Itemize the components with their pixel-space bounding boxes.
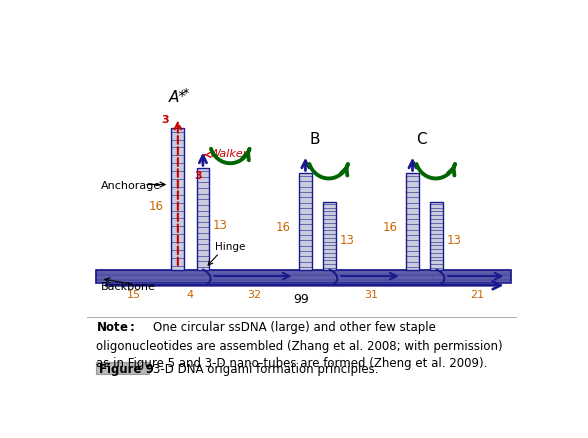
Text: 4: 4 (187, 289, 194, 299)
Text: $\mathbf{Note:}$: $\mathbf{Note:}$ (96, 321, 136, 334)
Text: 13: 13 (340, 233, 355, 246)
Text: 15: 15 (127, 289, 141, 299)
Bar (96, 362, 149, 374)
Text: Walker: Walker (210, 149, 248, 159)
Bar (406, 174, 419, 270)
Bar (196, 169, 209, 270)
Text: Figure 9: Figure 9 (99, 362, 154, 375)
Text: 31: 31 (364, 289, 378, 299)
Text: 16: 16 (383, 220, 398, 233)
Bar (299, 174, 312, 270)
Text: 99: 99 (293, 292, 309, 305)
Text: One circular ssDNA (large) and other few staple: One circular ssDNA (large) and other few… (153, 321, 436, 334)
Text: A*: A* (169, 90, 187, 105)
Text: 16: 16 (276, 220, 291, 233)
Text: as in Figure 5 and 3-D nano-tubes are formed (Zheng et al. 2009).: as in Figure 5 and 3-D nano-tubes are fo… (96, 356, 487, 369)
Bar (323, 203, 336, 270)
Bar (96, 270, 511, 283)
Text: C: C (416, 132, 427, 147)
Text: 13: 13 (447, 233, 462, 246)
Text: 21: 21 (470, 289, 484, 299)
Text: 3-D DNA origami formation principles.: 3-D DNA origami formation principles. (153, 362, 379, 375)
Text: 3: 3 (194, 171, 202, 180)
Text: 32: 32 (247, 289, 261, 299)
Text: Hinge: Hinge (215, 242, 245, 251)
Bar (430, 203, 443, 270)
FancyBboxPatch shape (64, 46, 539, 396)
Text: oligonucleotides are assembled (Zhang et al. 2008; with permission): oligonucleotides are assembled (Zhang et… (96, 339, 503, 352)
Text: 13: 13 (213, 218, 228, 231)
Text: Anchorage: Anchorage (101, 180, 161, 190)
Text: *: * (183, 87, 189, 100)
Text: B: B (309, 132, 320, 147)
Text: 3: 3 (161, 115, 168, 125)
Text: Backbone: Backbone (101, 282, 156, 292)
Bar (172, 128, 184, 270)
Text: 16: 16 (148, 200, 163, 213)
